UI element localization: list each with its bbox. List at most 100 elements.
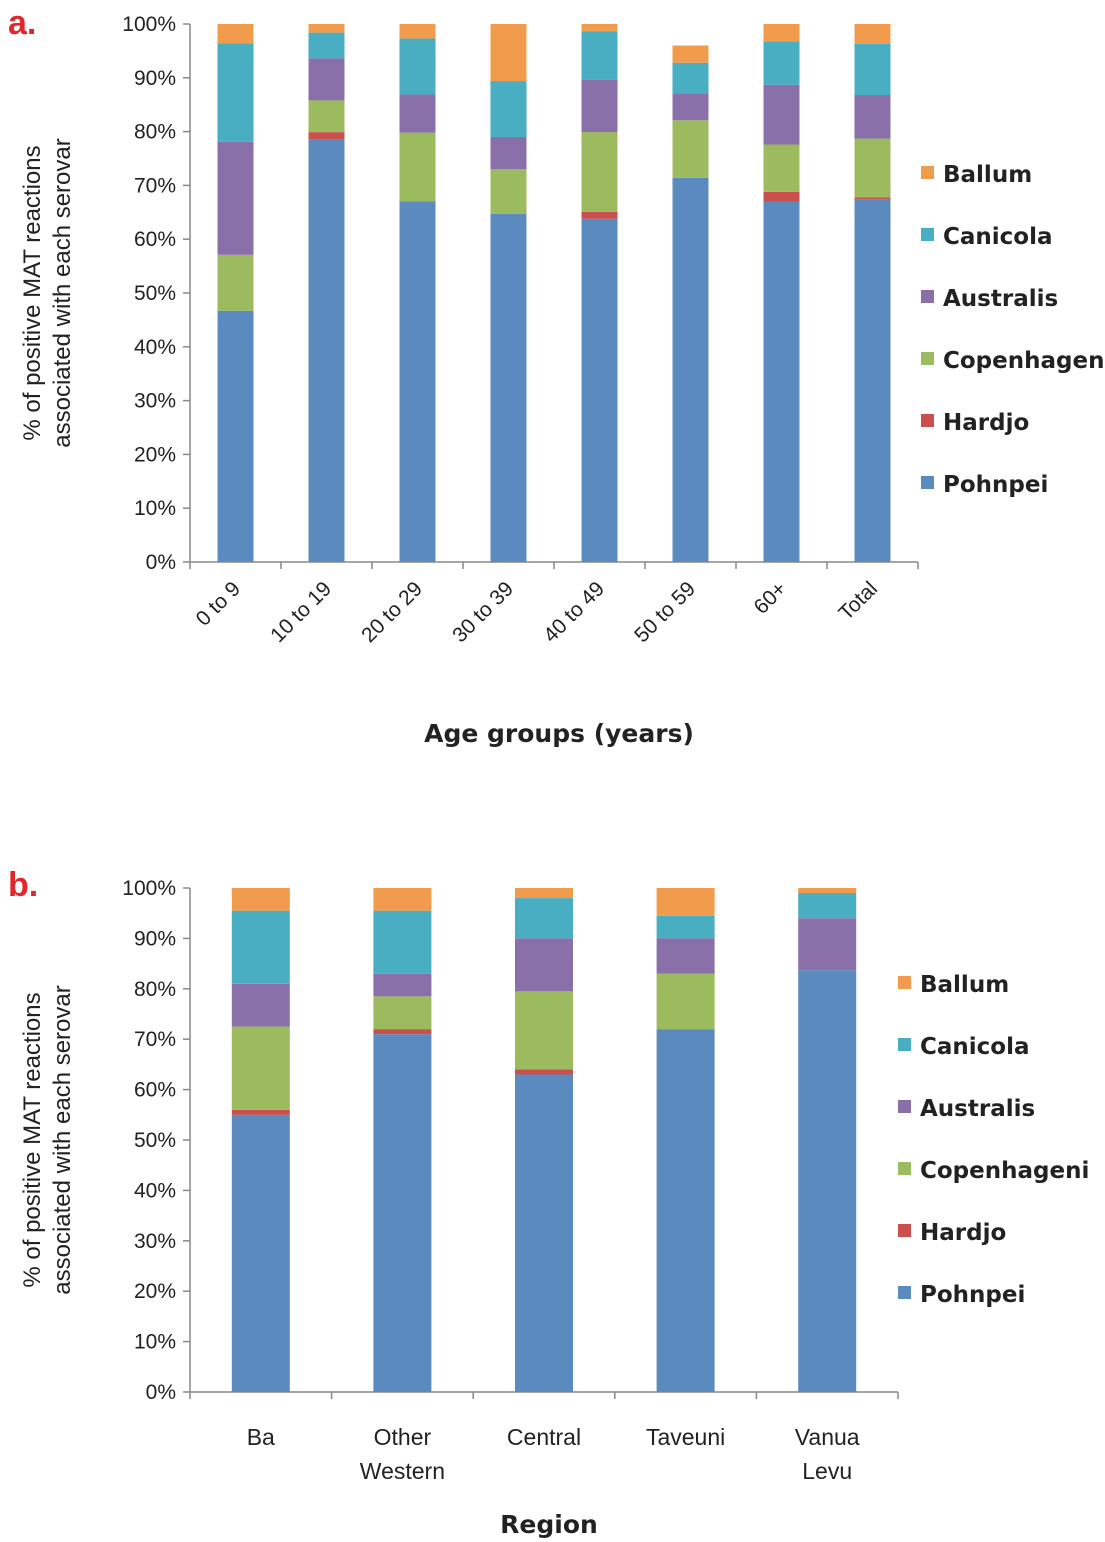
x-category-label: Ba [247, 1424, 275, 1450]
x-category-label: 10 to 19 [266, 577, 336, 647]
bar-segment-australis-other-western [373, 973, 432, 997]
y-tick-label: 50% [134, 1129, 176, 1152]
legend-swatch-hardjo [921, 414, 934, 427]
bar-segment-copenhageni-10-to-19 [308, 100, 345, 133]
y-axis-title-line: associated with each serovar [49, 985, 76, 1295]
bar-segment-canicola-central [515, 898, 573, 939]
bar-segment-ballum-20-to-29 [399, 24, 436, 39]
bar-segment-canicola-0-to-9 [217, 43, 254, 142]
bar-segment-copenhageni-60- [763, 144, 800, 192]
bar-segment-australis-0-to-9 [217, 141, 254, 255]
y-tick-label: 40% [134, 336, 176, 359]
x-axis-title: Age groups (years) [424, 719, 694, 748]
y-tick-label: 60% [134, 228, 176, 251]
bar-segment-australis-60- [763, 84, 800, 145]
legend-label-ballum: Ballum [920, 972, 1009, 998]
bar-segment-pohnpei-20-to-29 [399, 201, 436, 563]
legend-label-hardjo: Hardjo [920, 1220, 1006, 1246]
bar-segment-ballum-ba [231, 888, 290, 911]
y-tick-label: 20% [134, 1280, 176, 1303]
bar-segment-ballum-30-to-39 [490, 24, 527, 82]
y-tick-label: 0% [146, 551, 176, 574]
legend-swatch-australis [898, 1100, 911, 1113]
bar-segment-canicola-other-western [373, 910, 432, 974]
bar-segment-ballum-central [515, 888, 573, 899]
bar-segment-pohnpei-total [854, 199, 891, 562]
legend-label-canicola: Canicola [943, 224, 1053, 250]
bar-segment-pohnpei-vanua-levu [798, 970, 857, 1392]
bar-segment-canicola-40-to-49 [581, 31, 618, 80]
bar-segment-canicola-taveuni [656, 915, 715, 939]
bar-segment-ballum-taveuni [656, 888, 715, 916]
x-category-label: 20 to 29 [357, 577, 427, 647]
y-tick-label: 70% [134, 174, 176, 197]
bar-segment-ballum-0-to-9 [217, 24, 254, 44]
y-axis-title-line: % of positive MAT reactions [19, 992, 46, 1287]
chart-panel-b: b. 0% 10% 20% 30% 40% 50% 60% 70% 80% 90% 100% Ba Ot… [0, 840, 1105, 1540]
bar-segment-copenhageni-ba [231, 1026, 290, 1110]
bar-segment-pohnpei-30-to-39 [490, 213, 527, 562]
bar-segment-ballum-40-to-49 [581, 24, 618, 32]
legend-swatch-copenhageni [898, 1162, 911, 1175]
bar-segment-pohnpei-0-to-9 [217, 310, 254, 562]
legend-label-ballum: Ballum [943, 162, 1032, 188]
bar-segment-pohnpei-60- [763, 201, 800, 563]
bar-segment-australis-central [515, 938, 573, 992]
y-tick-label: 80% [134, 121, 176, 144]
x-category-label: Levu [802, 1458, 852, 1484]
bar-segment-copenhageni-total [854, 138, 891, 198]
bar-segment-copenhageni-taveuni [656, 973, 715, 1030]
bar-segment-australis-50-to-59 [672, 93, 709, 121]
bar-segment-pohnpei-central [515, 1074, 573, 1392]
bar-segment-canicola-50-to-59 [672, 62, 709, 94]
chart-panel-a: a. 0% 10% 20% 30% 40% 50% 60% 70% 80% 90% 100% 0 to… [0, 0, 1105, 770]
y-tick-label: 30% [134, 1230, 176, 1253]
x-category-label: Other [374, 1424, 432, 1450]
y-tick-label: 30% [134, 390, 176, 413]
bar-segment-pohnpei-50-to-59 [672, 177, 709, 563]
bar-segment-ballum-total [854, 24, 891, 44]
legend-label-pohnpei: Pohnpei [943, 472, 1048, 498]
x-category-label: Total [834, 577, 882, 625]
bar-segment-hardjo-other-western [373, 1029, 432, 1035]
bar-segment-ballum-10-to-19 [308, 24, 345, 33]
y-tick-label: 60% [134, 1079, 176, 1102]
bar-segment-australis-20-to-29 [399, 94, 436, 133]
x-category-label: 40 to 49 [539, 577, 609, 647]
bar-segment-copenhageni-0-to-9 [217, 254, 254, 311]
x-category-label: Central [507, 1424, 581, 1450]
legend-swatch-ballum [921, 166, 934, 179]
y-tick-label: 0% [146, 1381, 176, 1404]
bar-segment-hardjo-10-to-19 [308, 132, 345, 140]
x-category-label: 30 to 39 [448, 577, 518, 647]
legend-label-australis: Australis [943, 286, 1058, 312]
y-tick-label: 80% [134, 978, 176, 1001]
bar-segment-canicola-vanua-levu [798, 893, 857, 919]
x-category-label: 50 to 59 [630, 577, 700, 647]
bar-segment-copenhageni-central [515, 991, 573, 1070]
legend-swatch-pohnpei [898, 1286, 911, 1299]
bar-segment-ballum-50-to-59 [672, 45, 709, 63]
bar-segment-canicola-30-to-39 [490, 81, 527, 137]
legend-swatch-hardjo [898, 1224, 911, 1237]
x-category-label: Western [360, 1458, 445, 1484]
bar-segment-pohnpei-other-western [373, 1034, 432, 1392]
y-tick-label: 40% [134, 1179, 176, 1202]
bar-segment-hardjo-total [854, 197, 891, 200]
legend-swatch-canicola [921, 228, 934, 241]
x-category-label: 0 to 9 [192, 577, 245, 630]
y-axis-title-line: % of positive MAT reactions [19, 145, 46, 440]
x-axis-title: Region [500, 1510, 598, 1539]
bar-segment-copenhageni-50-to-59 [672, 120, 709, 178]
legend-swatch-australis [921, 290, 934, 303]
x-category-label: Taveuni [646, 1424, 725, 1450]
bar-segment-hardjo-60- [763, 191, 800, 202]
legend-label-australis: Australis [920, 1096, 1035, 1122]
bar-segment-canicola-ba [231, 910, 290, 984]
legend-label-hardjo: Hardjo [943, 410, 1029, 436]
y-tick-label: 10% [134, 497, 176, 520]
bar-segment-hardjo-40-to-49 [581, 211, 618, 219]
y-tick-label: 10% [134, 1331, 176, 1354]
y-tick-label: 100% [122, 877, 176, 900]
legend-swatch-ballum [898, 976, 911, 989]
